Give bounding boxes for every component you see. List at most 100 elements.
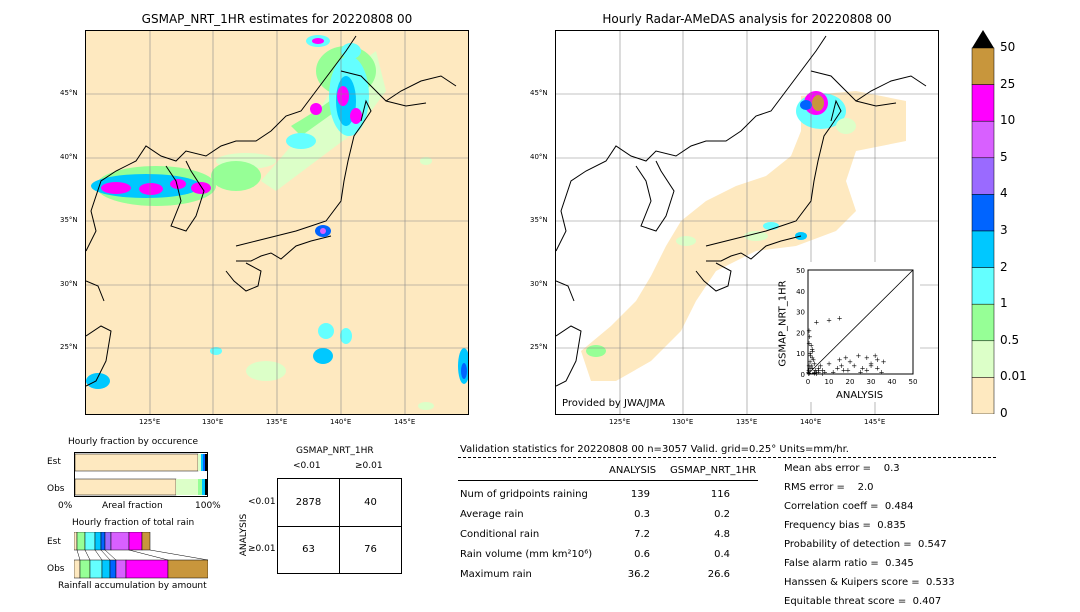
scatter-point: + <box>806 327 812 335</box>
validation-score: Hanssen & Kuipers score = 0.533 <box>784 577 955 588</box>
left-lon-125: 125°E <box>139 418 161 426</box>
left-map <box>85 30 469 415</box>
colorbar-label: 5 <box>1000 149 1008 164</box>
validation-row-gsmap: 0.4 <box>714 549 730 560</box>
right-lon-125: 125°E <box>609 418 631 426</box>
scatter-point: + <box>809 364 815 372</box>
scatter-point: + <box>806 370 812 378</box>
scatter-ytick: 30 <box>796 309 805 317</box>
occurrence-est-segment <box>203 454 205 471</box>
scatter-xtick: 50 <box>909 378 918 386</box>
occurrence-est-segment <box>198 454 201 471</box>
scatter-point: + <box>816 364 822 372</box>
validation-row-analysis: 0.3 <box>634 509 650 520</box>
validation-score: Mean abs error = 0.3 <box>784 463 900 474</box>
scatter-point: + <box>807 364 813 372</box>
scatter-point: + <box>806 362 812 370</box>
right-lat-45: 45°N <box>530 89 548 97</box>
right-lon-140: 140°E <box>800 418 822 426</box>
scatter-point: + <box>874 356 880 364</box>
right-lon-135: 135°E <box>736 418 758 426</box>
validation-row-label: Maximum rain <box>460 569 532 580</box>
total-rain-obs-label: Obs <box>47 564 65 574</box>
scatter-point: + <box>837 314 843 322</box>
scatter-point: + <box>810 356 816 364</box>
validation-row-label: Average rain <box>460 509 524 520</box>
validation-score: Frequency bias = 0.835 <box>784 520 906 531</box>
scatter-point: + <box>864 354 870 362</box>
scatter-point: + <box>864 366 870 374</box>
scatter-xtick: 0 <box>806 378 810 386</box>
scatter-plot: 0010102020303040405050++++++++++++++++++… <box>796 267 918 386</box>
scatter-point: + <box>809 346 815 354</box>
scatter-point: + <box>816 368 822 376</box>
contingency-row1: <0.01 <box>248 497 276 507</box>
left-lat-40: 40°N <box>60 153 78 161</box>
occurrence-est-bar <box>74 453 199 472</box>
colorbar-swatch <box>971 303 995 342</box>
right-map-coastline <box>556 35 927 387</box>
scatter-point: + <box>845 366 851 374</box>
validation-col-gsmap: GSMAP_NRT_1HR <box>670 465 757 476</box>
scatter-point: + <box>807 358 813 366</box>
left-lat-45: 45°N <box>60 89 78 97</box>
colorbar <box>970 30 996 415</box>
scatter-ytick: 50 <box>796 267 805 275</box>
colorbar-label: 10 <box>1000 113 1016 128</box>
contingency-row-axis: ANALYSIS <box>239 513 249 557</box>
scatter-point: + <box>820 370 826 378</box>
scatter-point: + <box>813 319 819 327</box>
validation-score: Equitable threat score = 0.407 <box>784 596 942 607</box>
right-lon-145: 145°E <box>864 418 886 426</box>
scatter-point: + <box>847 358 853 366</box>
colorbar-swatch <box>971 340 995 378</box>
total-rain-footer: Rainfall accumulation by amount <box>58 581 207 591</box>
total-rain-est-label: Est <box>47 537 61 547</box>
left-lon-130: 130°E <box>202 418 224 426</box>
scatter-point: + <box>806 369 812 377</box>
validation-score: Probability of detection = 0.547 <box>784 539 947 550</box>
scatter-point: + <box>843 354 849 362</box>
validation-row-label: Num of gridpoints raining <box>460 489 588 500</box>
scatter-point: + <box>855 352 861 360</box>
left-map-title: GSMAP_NRT_1HR estimates for 20220808 00 <box>141 12 413 26</box>
left-lon-145: 145°E <box>394 418 416 426</box>
scatter-point: + <box>807 333 813 341</box>
colorbar-label: 0.01 <box>1000 369 1027 384</box>
scatter-point: + <box>812 366 818 374</box>
validation-col-analysis: ANALYSIS <box>609 465 657 476</box>
scatter-ytick: 20 <box>796 329 805 337</box>
scatter-point: + <box>805 368 811 376</box>
scatter-ytick: 10 <box>796 350 805 358</box>
scatter-point: + <box>879 368 885 376</box>
scatter-point: + <box>837 356 843 364</box>
scatter-point: + <box>818 362 824 370</box>
colorbar-swatch <box>971 84 995 122</box>
scatter-point: + <box>811 369 817 377</box>
colorbar-swatch <box>971 377 995 415</box>
left-lon-135: 135°E <box>266 418 288 426</box>
scatter-point: + <box>834 364 840 372</box>
right-lon-130: 130°E <box>672 418 694 426</box>
validation-row-label: Conditional rain <box>460 529 540 540</box>
scatter-point: + <box>830 368 836 376</box>
total-rain-svg <box>73 531 209 579</box>
contingency-row2: ≥0.01 <box>248 544 276 554</box>
occurrence-obs-segment <box>202 479 205 495</box>
scatter-ytick: 0 <box>801 371 805 379</box>
scatter-point: + <box>826 316 832 324</box>
scatter-point: + <box>858 368 864 376</box>
validation-divider <box>458 457 996 458</box>
scatter-point: + <box>826 360 832 368</box>
scatter-point: + <box>839 362 845 370</box>
colorbar-label: 25 <box>1000 76 1016 91</box>
contingency-title: GSMAP_NRT_1HR <box>296 446 374 456</box>
occurrence-obs-bar <box>74 478 177 496</box>
validation-score: False alarm ratio = 0.345 <box>784 558 914 569</box>
validation-score: Correlation coeff = 0.484 <box>784 501 914 512</box>
occurrence-svg <box>74 453 207 496</box>
scatter-xtick: 30 <box>867 378 876 386</box>
validation-row-gsmap: 116 <box>710 489 730 500</box>
scatter-inset: 0 0 10 10 20 20 30 30 40 40 50 50 + + + + + + + + + + + + + + + + + +… <box>780 262 920 402</box>
right-lat-35: 35°N <box>530 216 548 224</box>
